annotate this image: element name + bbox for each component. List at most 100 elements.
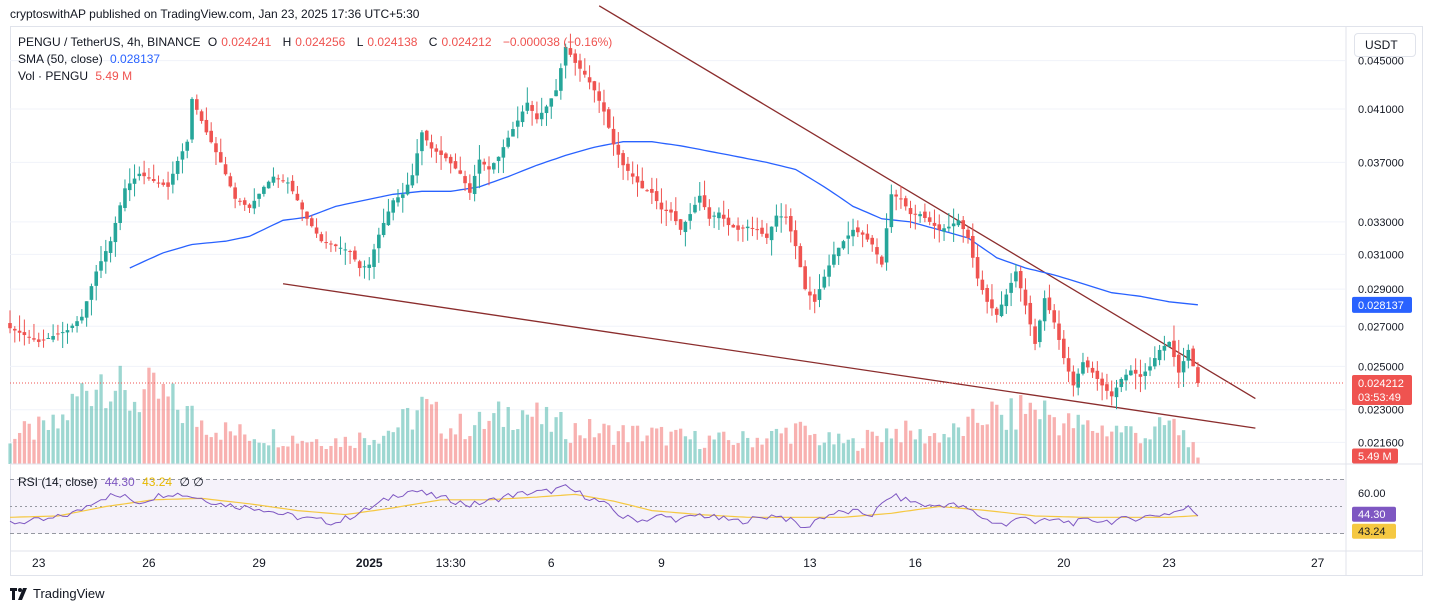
volume-bar — [1033, 409, 1037, 464]
candle-body — [879, 256, 884, 265]
candle-body — [60, 332, 65, 334]
candle-body — [688, 214, 692, 221]
volume-bar — [875, 435, 879, 464]
candle-body — [827, 265, 831, 277]
candle-body — [525, 102, 530, 111]
candle — [300, 199, 304, 222]
candle-body — [602, 102, 606, 112]
candle — [1157, 344, 1162, 366]
candle — [309, 215, 314, 228]
candle — [348, 249, 352, 264]
current-price-badge-bg — [1352, 374, 1412, 405]
volume-bar — [429, 404, 434, 464]
candle-body — [769, 226, 774, 241]
price-tick-label: 0.029000 — [1358, 284, 1404, 296]
currency-button[interactable]: USDT — [1354, 33, 1416, 57]
candle — [592, 80, 597, 103]
volume-legend[interactable]: Vol · PENGU 5.49 M — [18, 69, 136, 83]
candle — [444, 152, 448, 162]
candle-body — [1081, 362, 1085, 374]
candle-body — [784, 216, 788, 218]
volume-bar — [755, 437, 759, 464]
candle — [774, 204, 779, 232]
candle — [616, 132, 621, 168]
price-tick-label: 0.045000 — [1358, 56, 1404, 68]
candle-body — [817, 289, 822, 300]
volume-bar — [956, 427, 961, 464]
candle — [559, 63, 563, 100]
volume-bar — [1047, 414, 1052, 464]
sma-legend[interactable]: SMA (50, close) 0.028137 — [18, 52, 164, 66]
volume-bar — [822, 442, 826, 464]
volume-bar — [506, 407, 510, 464]
candle-body — [539, 112, 544, 120]
volume-bar — [889, 438, 894, 464]
current-price-text: 0.024212 — [1358, 378, 1404, 390]
countdown-text: 03:53:49 — [1358, 392, 1401, 404]
volume-bar — [516, 429, 520, 464]
tradingview-brand[interactable]: TradingView — [10, 586, 105, 601]
candle-body — [592, 81, 597, 91]
volume-bar — [147, 367, 151, 464]
rsi-legend[interactable]: RSI (14, close) 44.30 43.24 ∅ ∅ — [18, 475, 208, 489]
volume-bar — [190, 405, 194, 464]
candle — [544, 104, 549, 126]
candle-body — [515, 120, 520, 127]
candle — [501, 139, 506, 174]
candle — [166, 171, 170, 200]
volume-bar — [1191, 442, 1195, 464]
candle-body — [348, 251, 352, 253]
volume-bar — [717, 432, 721, 464]
candle-body — [333, 244, 338, 247]
volume-bar — [774, 428, 779, 464]
candle-body — [391, 200, 395, 213]
candle — [745, 219, 750, 241]
symbol-name[interactable]: PENGU / TetherUS, 4h, BINANCE — [18, 35, 201, 49]
candle-body — [1009, 282, 1013, 293]
volume-bar — [530, 416, 534, 464]
candle-body — [190, 98, 194, 140]
candle — [860, 230, 865, 248]
candlesticks — [8, 33, 1200, 410]
candle-body — [223, 164, 228, 175]
sma-price-badge-text: 0.028137 — [1358, 300, 1404, 312]
candle — [46, 332, 51, 339]
candle-body — [472, 175, 477, 195]
candle — [606, 107, 611, 130]
volume-bar — [252, 439, 256, 464]
candle-body — [640, 180, 645, 189]
volume-bar — [1014, 429, 1018, 464]
candle — [1167, 341, 1171, 348]
candle — [697, 182, 702, 211]
volume-bar — [1129, 426, 1133, 464]
volume-bar — [204, 434, 209, 464]
candle-body — [674, 211, 678, 222]
candle-body — [712, 215, 716, 217]
candle-body — [209, 130, 213, 143]
volume-bar — [659, 426, 664, 464]
candle — [683, 220, 688, 247]
candle — [247, 203, 252, 214]
volume-bar — [458, 413, 462, 464]
rsi-tick-label: 60.00 — [1358, 488, 1386, 500]
volume-bar — [1134, 432, 1138, 464]
candle-body — [290, 180, 295, 192]
volume-bar — [314, 439, 319, 464]
volume-bar — [995, 404, 999, 464]
volume-bar — [961, 435, 965, 464]
volume-bar — [156, 398, 161, 464]
candle-body — [530, 105, 534, 111]
candle-body — [717, 212, 721, 219]
candle — [635, 164, 640, 197]
candle-body — [46, 337, 51, 339]
candle — [1033, 318, 1037, 351]
candle — [65, 323, 70, 344]
volume-bar — [343, 436, 347, 464]
candle — [951, 208, 956, 242]
candle-body — [937, 224, 942, 230]
candle-body — [166, 182, 170, 187]
volume-bar — [1090, 431, 1095, 464]
volume-bar — [132, 401, 137, 464]
candle-body — [966, 229, 970, 238]
